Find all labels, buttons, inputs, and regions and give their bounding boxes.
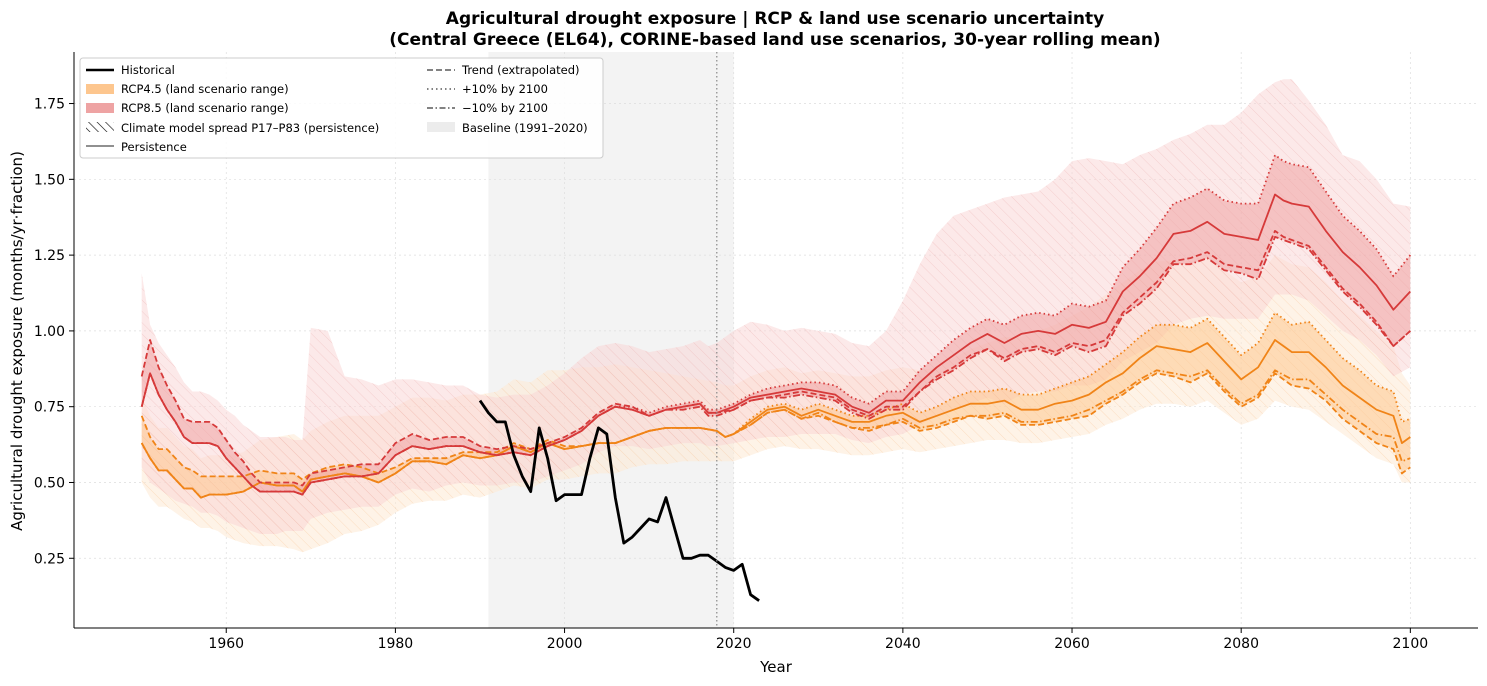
- rcp85-minus10-line: [140, 236, 1411, 496]
- legend-plus10-label: +10% by 2100: [462, 82, 548, 96]
- rcp85-model-spread: [141, 79, 1411, 535]
- legend-rcp85-label: RCP8.5 (land scenario range): [121, 101, 289, 115]
- y-axis-label: Agricultural drought exposure (months/yr…: [8, 151, 26, 531]
- x-tick-label: 2000: [547, 636, 583, 652]
- legend-historical-label: Historical: [121, 63, 175, 77]
- y-tick-label: 1.75: [34, 97, 65, 113]
- legend-spread-label: Climate model spread P17–P83 (persistenc…: [121, 121, 379, 135]
- legend-minus10-label: −10% by 2100: [462, 101, 548, 115]
- rcp45-persistence-line: [140, 339, 1411, 499]
- legend-rcp45-swatch: [86, 84, 114, 94]
- x-axis-label: Year: [759, 658, 793, 676]
- x-tick-label: 2040: [885, 636, 921, 652]
- x-tick-label: 2020: [716, 636, 752, 652]
- y-tick-label: 1.00: [34, 324, 65, 340]
- legend-frame: [79, 57, 604, 159]
- legend-trend-label: Trend (extrapolated): [461, 63, 580, 77]
- historical-line: [478, 399, 760, 602]
- x-tick-label: 2080: [1223, 636, 1259, 652]
- x-tick-label: 1980: [378, 636, 414, 652]
- y-tick-label: 0.75: [34, 400, 65, 416]
- legend-baseline-label: Baseline (1991–2020): [462, 121, 588, 135]
- rcp85-persistence-line: [140, 193, 1411, 496]
- y-tick-label: 0.50: [34, 475, 65, 491]
- rcp85-land-scenario-range: [141, 155, 1411, 495]
- rcp45-land-scenario-range: [141, 312, 1411, 498]
- chart-title-line1: Agricultural drought exposure | RCP & la…: [446, 9, 1104, 29]
- legend-baseline-swatch: [427, 122, 455, 132]
- x-tick-label: 2100: [1393, 636, 1429, 652]
- legend-rcp45-label: RCP4.5 (land scenario range): [121, 82, 289, 96]
- y-tick-label: 0.25: [34, 551, 65, 567]
- x-tick-label: 2060: [1054, 636, 1090, 652]
- legend-rcp85-swatch: [86, 103, 114, 113]
- legend-spread-swatch: [86, 122, 114, 132]
- x-tick-label: 1960: [208, 636, 244, 652]
- legend: Historical RCP4.5 (land scenario range) …: [79, 57, 604, 159]
- y-tick-label: 1.25: [34, 248, 65, 264]
- chart-title-line2: (Central Greece (EL64), CORINE-based lan…: [389, 30, 1160, 50]
- legend-persistence-label: Persistence: [121, 140, 187, 154]
- y-tick-label: 1.50: [34, 172, 65, 188]
